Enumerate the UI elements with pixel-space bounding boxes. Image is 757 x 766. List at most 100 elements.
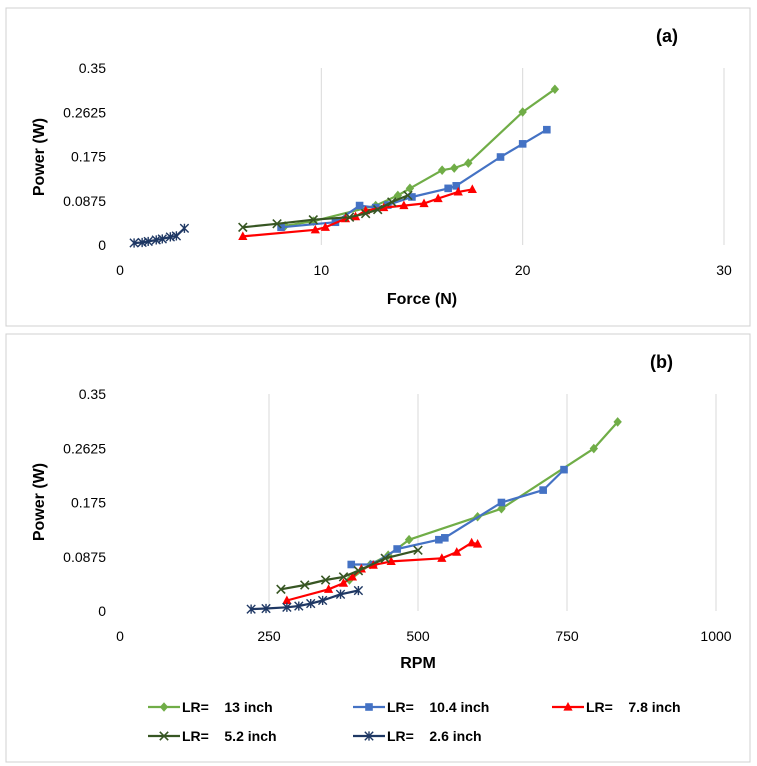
panel-a-label: (a) bbox=[656, 26, 678, 46]
data-point bbox=[467, 537, 477, 547]
y-tick-label: 0 bbox=[98, 603, 106, 619]
data-point bbox=[437, 165, 447, 175]
series-line-lr13 bbox=[284, 88, 556, 227]
data-point bbox=[347, 571, 358, 581]
data-point bbox=[347, 560, 356, 569]
x-tick-label: 10 bbox=[314, 262, 330, 278]
data-point bbox=[539, 486, 547, 494]
legend-marker bbox=[563, 702, 573, 711]
data-point bbox=[543, 125, 551, 134]
x-tick-label: 30 bbox=[716, 262, 732, 278]
data-point bbox=[143, 236, 153, 247]
data-point bbox=[550, 84, 560, 95]
data-point bbox=[261, 603, 271, 614]
data-point bbox=[518, 140, 527, 148]
legend-item-lr52: LR= 5.2 inch bbox=[148, 728, 277, 744]
y-tick-label: 0.35 bbox=[79, 386, 106, 402]
data-point bbox=[276, 584, 286, 595]
panel-a-x-axis-title: Force (N) bbox=[387, 291, 457, 308]
x-tick-label: 1000 bbox=[700, 628, 731, 644]
panel-a-y-axis-title: Power (W) bbox=[31, 118, 48, 196]
data-point bbox=[317, 595, 328, 606]
data-point bbox=[403, 190, 413, 201]
legend-label: LR= 10.4 inch bbox=[387, 699, 489, 715]
data-point bbox=[387, 197, 397, 207]
data-point bbox=[372, 204, 383, 215]
data-point bbox=[496, 153, 505, 161]
y-tick-label: 0.0875 bbox=[63, 193, 106, 209]
y-tick-label: 0.175 bbox=[71, 149, 106, 165]
x-tick-label: 750 bbox=[555, 628, 579, 644]
legend-item-lr26: LR= 2.6 inch bbox=[353, 728, 482, 744]
data-point bbox=[467, 184, 477, 193]
series-lr26 bbox=[129, 223, 190, 248]
data-point bbox=[589, 443, 599, 454]
panel-a-plot: 0 10 20 30 0 0.0875 0.175 0.2625 0.35 bbox=[63, 60, 732, 278]
data-point bbox=[433, 193, 443, 203]
legend: LR= 13 inch LR= 10.4 inch LR= 7.8 inch LR= … bbox=[148, 699, 681, 744]
data-point bbox=[560, 465, 568, 474]
legend-label: LR= 13 inch bbox=[182, 699, 273, 715]
data-point bbox=[171, 231, 182, 241]
data-point bbox=[335, 589, 346, 599]
x-tick-label: 0 bbox=[116, 262, 124, 278]
data-point bbox=[353, 565, 364, 576]
x-tick-label: 20 bbox=[515, 262, 531, 278]
y-tick-label: 0.35 bbox=[79, 60, 106, 76]
x-tick-label: 500 bbox=[406, 628, 430, 644]
y-tick-label: 0 bbox=[98, 237, 106, 253]
data-point bbox=[246, 604, 256, 614]
panel-b-y-axis-title: Power (W) bbox=[31, 463, 48, 541]
data-point bbox=[308, 214, 319, 225]
data-point bbox=[320, 222, 330, 231]
y-tick-label: 0.0875 bbox=[63, 549, 106, 565]
data-point bbox=[435, 535, 443, 544]
data-point bbox=[419, 198, 429, 208]
data-point bbox=[282, 595, 292, 605]
data-point bbox=[129, 238, 139, 248]
data-point bbox=[179, 223, 190, 234]
series-lr52 bbox=[276, 545, 423, 595]
legend-item-lr13: LR= 13 inch bbox=[148, 699, 273, 715]
data-point bbox=[294, 601, 304, 611]
data-point bbox=[405, 183, 415, 194]
data-point bbox=[338, 572, 349, 582]
data-point bbox=[450, 163, 459, 173]
data-point bbox=[473, 539, 483, 548]
legend-marker bbox=[159, 731, 169, 741]
x-tick-label: 250 bbox=[257, 628, 281, 644]
legend-marker bbox=[159, 702, 169, 712]
data-point bbox=[238, 222, 248, 233]
y-tick-label: 0.175 bbox=[71, 495, 106, 511]
data-point bbox=[452, 547, 462, 556]
legend-label: LR= 5.2 inch bbox=[182, 728, 277, 744]
series-lr26 bbox=[246, 585, 364, 614]
data-point bbox=[518, 107, 527, 117]
data-point bbox=[497, 503, 506, 514]
y-tick-label: 0.2625 bbox=[63, 440, 106, 456]
legend-label: LR= 7.8 inch bbox=[586, 699, 681, 715]
data-point bbox=[324, 584, 334, 593]
legend-marker bbox=[364, 731, 374, 741]
panel-b-plot: 0 250 500 750 1000 0 0.0875 0.175 0.2625 0.35 bbox=[63, 386, 732, 644]
data-point bbox=[272, 218, 282, 229]
series-lr52 bbox=[238, 190, 413, 233]
data-point bbox=[393, 545, 401, 553]
data-point bbox=[452, 182, 461, 190]
data-point bbox=[355, 201, 364, 210]
data-point bbox=[404, 534, 414, 545]
data-point bbox=[353, 585, 364, 596]
series-line-lr26 bbox=[251, 589, 359, 611]
y-tick-label: 0.2625 bbox=[63, 104, 106, 120]
panel-b-frame bbox=[5, 333, 751, 763]
x-tick-label: 0 bbox=[116, 628, 124, 644]
data-point bbox=[310, 224, 320, 234]
data-point bbox=[408, 193, 416, 201]
data-point bbox=[613, 417, 622, 427]
data-point bbox=[344, 212, 355, 222]
data-point bbox=[441, 534, 449, 542]
data-point bbox=[380, 553, 390, 564]
data-point bbox=[306, 598, 316, 609]
panel-a-frame bbox=[5, 7, 751, 327]
